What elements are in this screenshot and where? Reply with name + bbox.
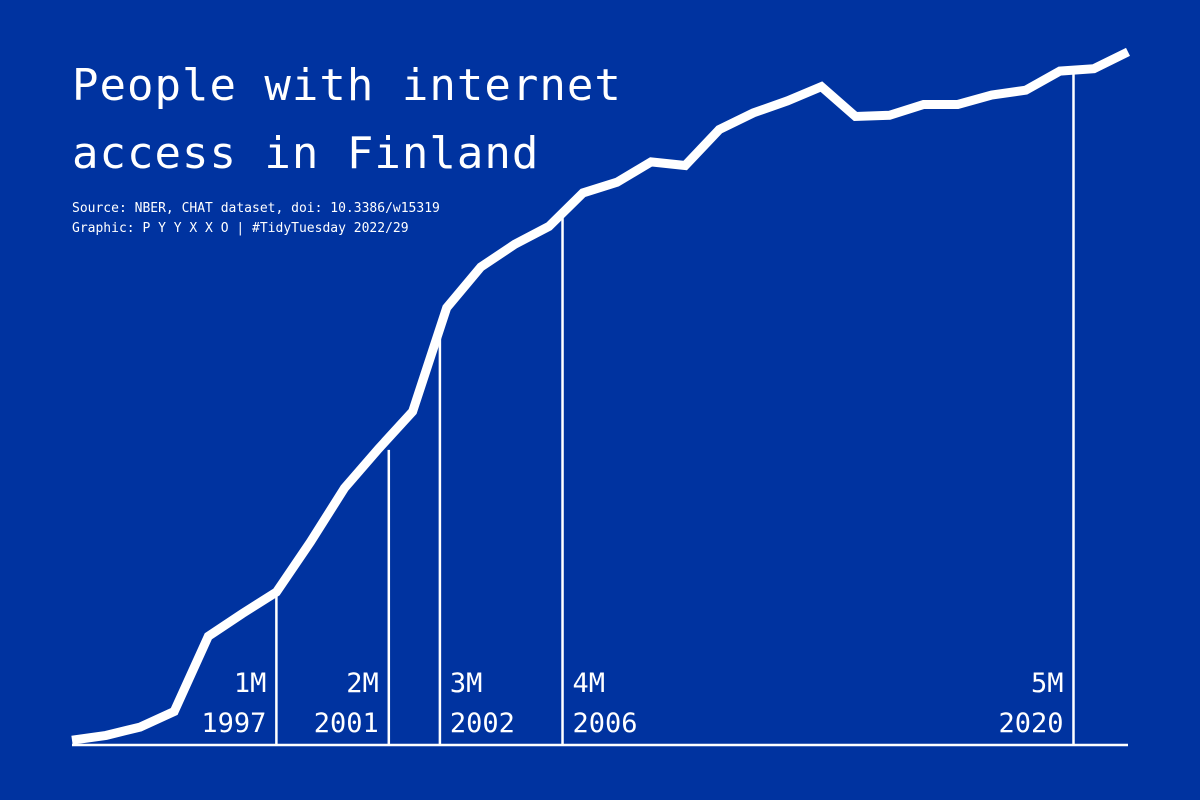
milestone-lines — [275, 71, 1075, 745]
milestone-value-label: 5M — [1031, 668, 1064, 699]
chart-title-line-2: access in Finland — [72, 128, 540, 179]
milestone-year-label: 2006 — [573, 708, 638, 739]
milestone-labels: 1M 1997 2M 2001 3M 2002 4M 2006 5M 2020 — [201, 668, 1063, 739]
milestone-value-label: 3M — [450, 668, 483, 699]
milestone-year-label: 2002 — [450, 708, 515, 739]
chart-title: People with internet access in Finland — [72, 52, 712, 188]
milestone-value-label: 4M — [573, 668, 606, 699]
milestone-year-label: 1997 — [201, 708, 266, 739]
credit-caption: Graphic: P Y Y X X O | #TidyTuesday 2022… — [72, 221, 409, 236]
series-line — [71, 47, 1130, 745]
milestone-value-label: 2M — [346, 668, 379, 699]
chart-title-line-1: People with internet — [72, 60, 622, 111]
milestone-value-label: 1M — [234, 668, 267, 699]
milestone-year-label: 2001 — [314, 708, 379, 739]
source-caption: Source: NBER, CHAT dataset, doi: 10.3386… — [72, 201, 440, 216]
milestone-year-label: 2020 — [998, 708, 1063, 739]
